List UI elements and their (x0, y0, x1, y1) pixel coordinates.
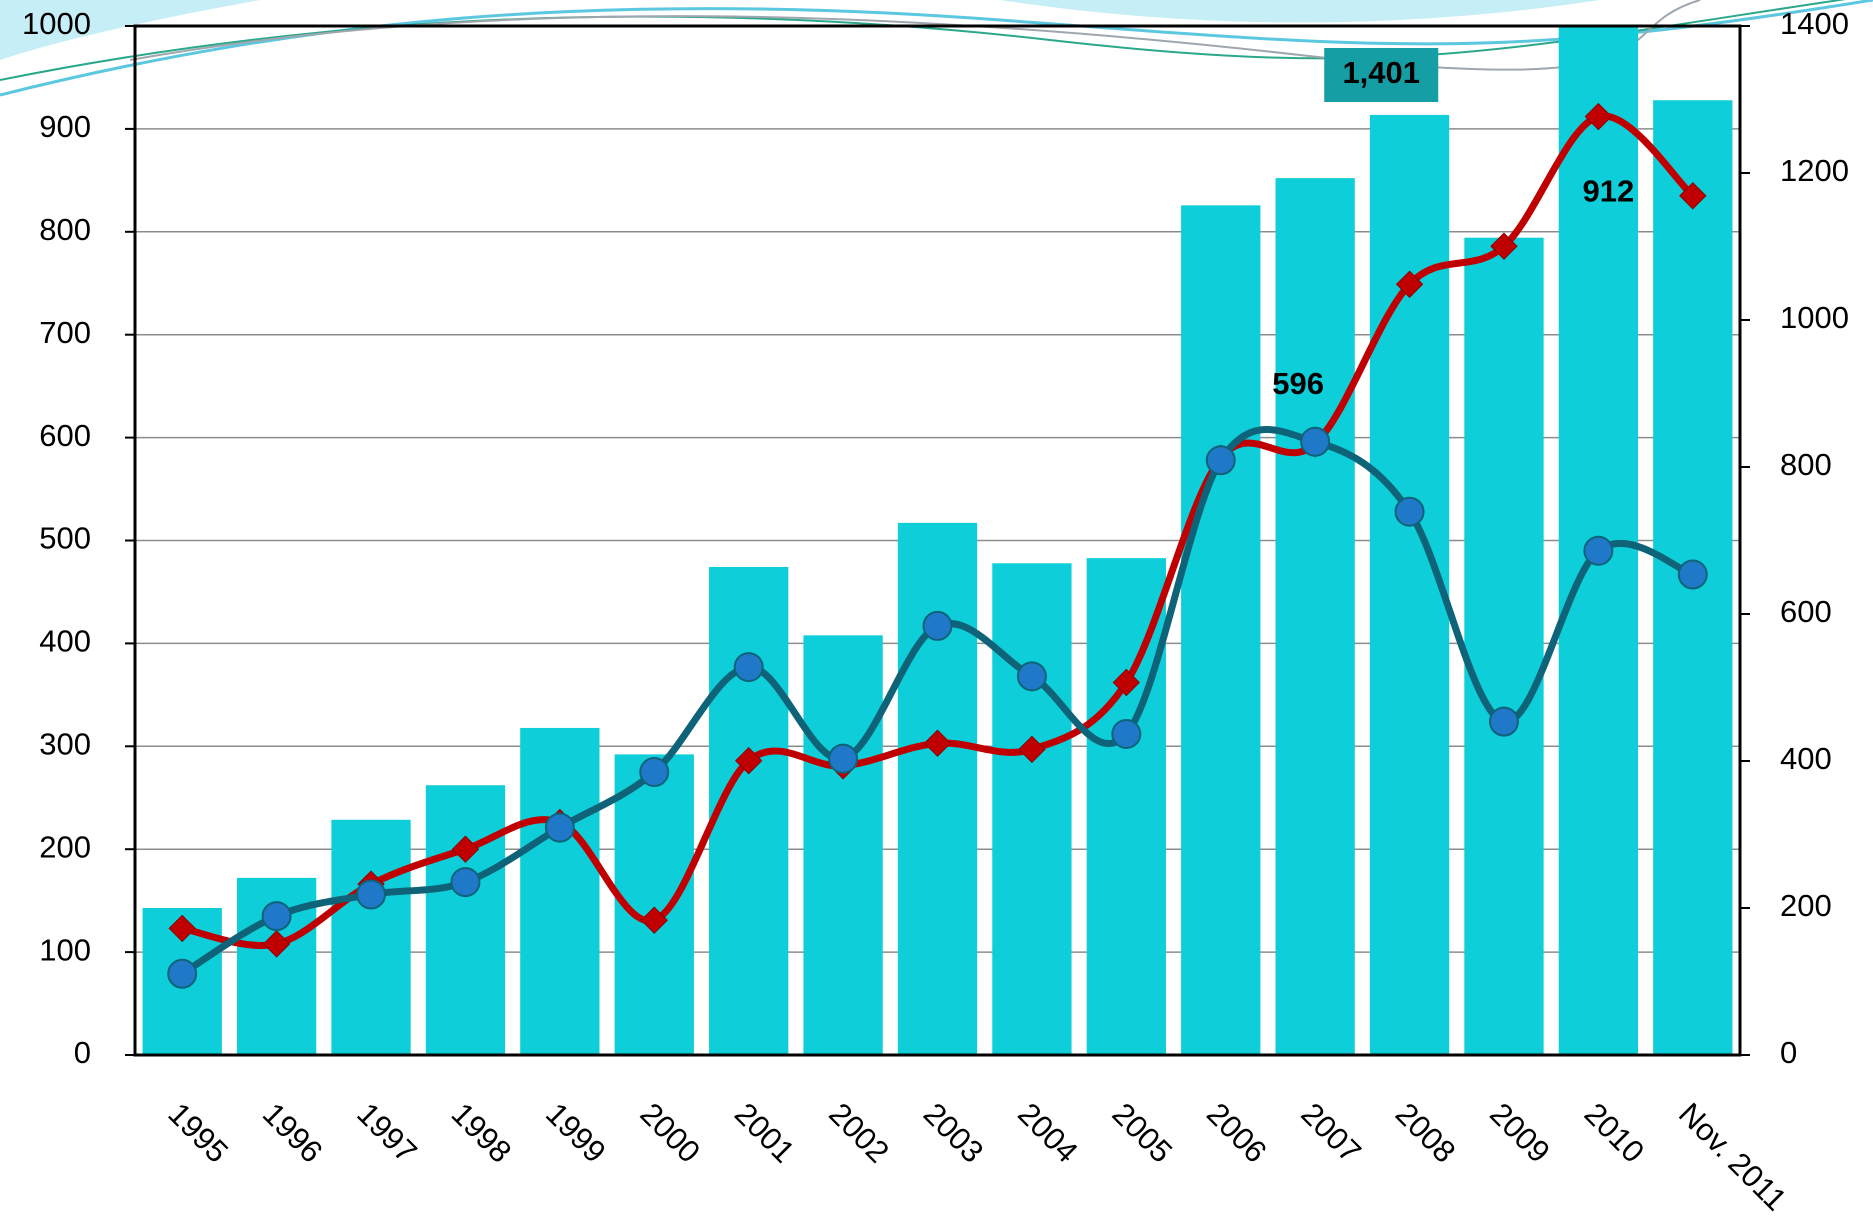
bar (1464, 237, 1544, 1055)
y2-tick-label: 800 (1780, 447, 1832, 482)
marker (1205, 445, 1236, 476)
marker (356, 879, 387, 910)
bar (425, 785, 506, 1055)
marker (1018, 735, 1046, 764)
y2-tick-label: 400 (1780, 741, 1832, 776)
marker (1300, 426, 1331, 457)
x-tick-label: 2000 (634, 1096, 708, 1170)
marker (734, 746, 763, 775)
bar (1181, 205, 1261, 1056)
x-tick-label: 2010 (1578, 1096, 1652, 1170)
bar (709, 566, 789, 1055)
marker (828, 743, 859, 774)
y-tick-label: 300 (39, 726, 91, 761)
value-label: 912 (1583, 174, 1635, 209)
x-tick-label: 2008 (1389, 1096, 1463, 1170)
marker (1111, 718, 1142, 749)
marker (640, 906, 668, 934)
x-tick-label: 2003 (917, 1096, 991, 1170)
y-tick-label: 400 (39, 624, 91, 659)
x-tick-label: 1996 (256, 1096, 330, 1170)
x-tick-label: Nov. 2011 (1672, 1096, 1793, 1217)
bar (992, 563, 1072, 1055)
marker (167, 958, 198, 989)
x-tick-label: 2001 (728, 1096, 802, 1170)
marker (922, 610, 953, 641)
y2-tick-label: 200 (1780, 888, 1832, 923)
y-tick-label: 1000 (22, 6, 91, 41)
marker (1677, 559, 1708, 590)
y-tick-label: 600 (39, 418, 91, 453)
marker (639, 757, 670, 788)
marker (544, 812, 575, 843)
x-tick-label: 1998 (445, 1096, 519, 1170)
bar (897, 522, 978, 1055)
y2-tick-label: 600 (1780, 594, 1832, 629)
marker (1016, 661, 1047, 692)
marker (1679, 182, 1707, 210)
value-label: 1,401 (1342, 55, 1420, 90)
x-tick-label: 2004 (1011, 1096, 1085, 1170)
y-tick-label: 900 (39, 109, 91, 144)
bar (331, 819, 411, 1055)
x-tick-label: 2007 (1294, 1096, 1368, 1170)
bar (1086, 558, 1166, 1055)
plot-frame (133, 24, 1742, 1057)
y-tick-label: 800 (39, 212, 91, 247)
y2-tick-label: 0 (1780, 1035, 1797, 1070)
marker (733, 652, 764, 683)
marker (451, 835, 480, 863)
y-tick-label: 700 (39, 315, 91, 350)
marker (168, 914, 196, 943)
x-tick-label: 1995 (161, 1096, 235, 1170)
marker (1394, 496, 1425, 527)
marker (923, 729, 952, 757)
x-tick-label: 1999 (539, 1096, 613, 1170)
marker (261, 901, 292, 932)
y-tick-label: 500 (39, 521, 91, 556)
x-tick-label: 2006 (1200, 1096, 1274, 1170)
bar (803, 635, 883, 1055)
marker (1583, 535, 1614, 566)
marker (1488, 706, 1519, 737)
marker (1112, 668, 1141, 697)
x-tick-label: 2005 (1106, 1096, 1180, 1170)
marker (1395, 270, 1424, 298)
marker (1584, 102, 1613, 131)
marker (1490, 232, 1518, 260)
y-tick-label: 200 (39, 829, 91, 864)
x-tick-label: 2002 (822, 1096, 896, 1170)
bar (1275, 178, 1355, 1055)
y-tick-label: 0 (74, 1035, 91, 1070)
bar (520, 727, 600, 1055)
value-label-box (1324, 48, 1439, 102)
marker (450, 867, 481, 898)
y2-tick-label: 1200 (1780, 153, 1849, 188)
y-tick-label: 100 (39, 932, 91, 967)
y2-tick-label: 1400 (1780, 6, 1849, 41)
value-label: 596 (1272, 366, 1324, 401)
x-tick-label: 1997 (350, 1096, 424, 1170)
y2-tick-label: 1000 (1780, 300, 1849, 335)
marker (262, 930, 291, 958)
x-tick-label: 2009 (1483, 1096, 1557, 1170)
